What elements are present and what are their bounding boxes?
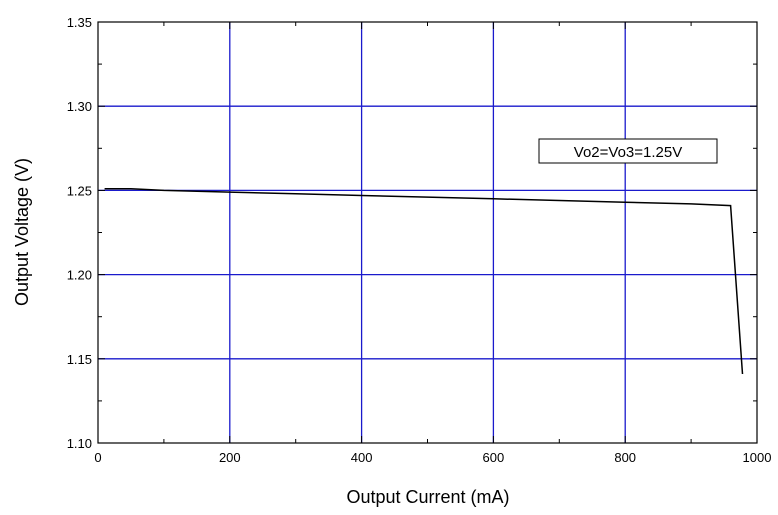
- plot-frame: [97, 21, 758, 444]
- plot-area: [104, 187, 744, 375]
- x-tick-label: 200: [219, 450, 241, 465]
- y-tick-label: 1.15: [67, 352, 92, 367]
- x-tick-label: 800: [614, 450, 636, 465]
- y-tick-label: 1.10: [67, 436, 92, 451]
- annotation-text: Vo2=Vo3=1.25V: [574, 144, 682, 161]
- x-tick-label: 600: [483, 450, 505, 465]
- y-tick-label: 1.30: [67, 99, 92, 114]
- y-tick-label: 1.20: [67, 268, 92, 283]
- x-axis-title: Output Current (mA): [346, 487, 509, 507]
- y-tick-label: 1.25: [67, 183, 92, 198]
- x-tick-label: 1000: [743, 450, 772, 465]
- grid-lines: [98, 22, 757, 443]
- x-tick-label: 0: [94, 450, 101, 465]
- axis-ticks: [97, 21, 758, 444]
- series-line-0: [104, 187, 744, 375]
- y-axis-title: Output Voltage (V): [12, 158, 32, 306]
- x-tick-label: 400: [351, 450, 373, 465]
- y-tick-label: 1.35: [67, 15, 92, 30]
- tick-labels: 0 200 400 600 800 1000 1.10 1.15 1.20 1.25 1.30 1.3…: [67, 15, 772, 465]
- annotation-box: [538, 138, 718, 164]
- legend-box: Vo2=Vo3=1.25V: [538, 138, 718, 164]
